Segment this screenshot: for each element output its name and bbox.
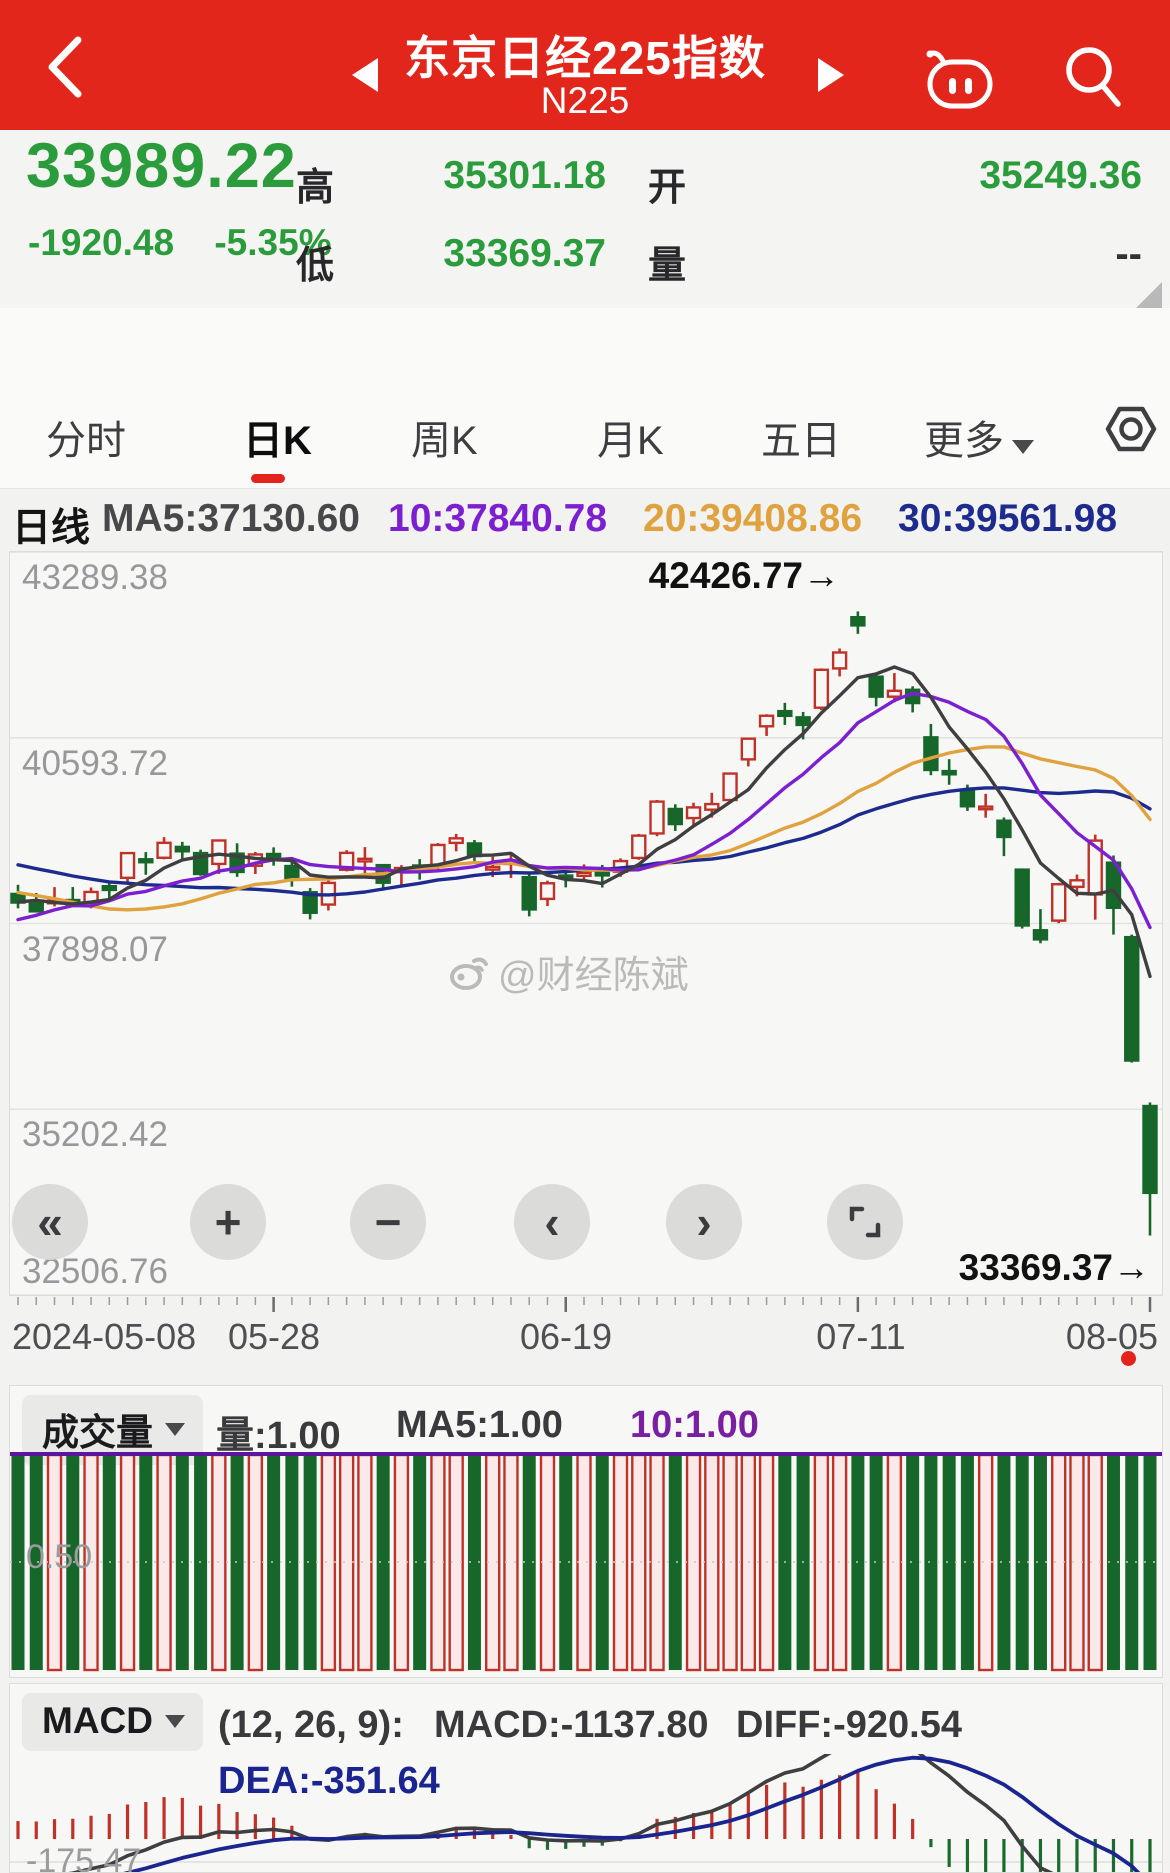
x-label-end: 08-05 bbox=[1065, 1316, 1158, 1357]
tab-monthly-k[interactable]: 月K bbox=[597, 419, 664, 463]
tab-daily-k[interactable]: 日K bbox=[243, 419, 312, 463]
pan-right-glyph: › bbox=[696, 1196, 712, 1248]
legend-ma20: 20:39408.86 bbox=[643, 497, 863, 540]
ai-robot-icon[interactable] bbox=[922, 48, 998, 110]
pan-left-glyph: ‹ bbox=[544, 1196, 560, 1248]
volume-panel: 成交量 量:1.00 MA5:1.00 10:1.00 0.50 bbox=[9, 1385, 1163, 1678]
low-value: 33369.37 bbox=[443, 232, 606, 275]
macd-dea-value: DEA:-351.64 bbox=[218, 1760, 440, 1802]
macd-chart[interactable] bbox=[10, 1754, 1162, 1873]
low-label: 低 bbox=[296, 245, 335, 287]
volume-chip-label: 成交量 bbox=[42, 1412, 153, 1453]
last-price: 33989.22 bbox=[26, 131, 297, 201]
volume-bars-layer bbox=[11, 1453, 1157, 1672]
change-percent: -5.35% bbox=[214, 222, 332, 263]
tab-fenshi[interactable]: 分时 bbox=[46, 419, 126, 463]
grid-lines bbox=[10, 552, 1162, 1295]
legend-ma10: 10:37840.78 bbox=[388, 497, 608, 540]
volume-ma10: 10:1.00 bbox=[630, 1404, 759, 1446]
legend-ma5: MA5:37130.60 bbox=[102, 497, 360, 540]
y-axis-label-3: 37898.07 bbox=[22, 930, 168, 969]
macd-value: MACD:-1137.80 bbox=[434, 1704, 709, 1746]
zoom-out-button[interactable]: − bbox=[350, 1184, 426, 1260]
chevron-down-icon bbox=[165, 1422, 185, 1436]
kline-panel: 43289.38 40593.72 37898.07 35202.42 3250… bbox=[9, 551, 1163, 1296]
macd-params: (12, 26, 9): bbox=[218, 1704, 404, 1746]
legend-period: 日线 bbox=[12, 507, 91, 550]
x-label-start: 2024-05-08 bbox=[12, 1316, 197, 1357]
change-value: -1920.48 bbox=[28, 222, 175, 263]
macd-indicator-selector[interactable]: MACD bbox=[22, 1693, 203, 1751]
chevron-down-icon bbox=[1012, 440, 1034, 454]
x-label-4: 07-11 bbox=[816, 1316, 906, 1357]
stock-code: N225 bbox=[540, 80, 630, 121]
open-value: 35249.36 bbox=[979, 154, 1142, 197]
price-change: -1920.48 -5.35% bbox=[28, 222, 332, 264]
ma-lines-layer bbox=[16, 665, 1152, 979]
tab-more[interactable]: 更多 bbox=[924, 408, 1034, 466]
watermark: @财经陈斌 bbox=[448, 944, 689, 999]
current-day-dot bbox=[1121, 1351, 1136, 1366]
x-label-3: 06-19 bbox=[519, 1316, 613, 1357]
next-stock-icon[interactable] bbox=[818, 58, 844, 92]
volume-label: 量 bbox=[648, 245, 687, 287]
pan-fast-left-glyph: « bbox=[37, 1196, 63, 1248]
macd-panel: MACD (12, 26, 9): MACD:-1137.80 DIFF:-92… bbox=[9, 1683, 1163, 1873]
legend-ma30: 30:39561.98 bbox=[898, 497, 1118, 540]
zoom-in-glyph: + bbox=[214, 1196, 242, 1248]
macd-diff-value: DIFF:-920.54 bbox=[736, 1704, 962, 1746]
x-axis-ticks bbox=[17, 1297, 1152, 1312]
highest-price-annotation: 42426.77→ bbox=[648, 555, 840, 596]
pan-right-button[interactable]: › bbox=[666, 1184, 742, 1260]
expand-corner-icon[interactable] bbox=[1136, 282, 1162, 308]
fullscreen-icon bbox=[849, 1206, 881, 1238]
active-tab-indicator bbox=[251, 474, 285, 483]
macd-grid-label: -175.47 bbox=[26, 1842, 142, 1873]
tab-five-day[interactable]: 五日 bbox=[761, 419, 841, 463]
tab-weekly-k[interactable]: 周K bbox=[411, 419, 478, 463]
open-label: 开 bbox=[648, 167, 687, 209]
period-tab-bar: 分时 日K 周K 月K 五日 更多 bbox=[0, 308, 1170, 489]
y-axis-label-4: 35202.42 bbox=[22, 1115, 168, 1154]
high-value: 35301.18 bbox=[443, 154, 606, 197]
pan-fast-left-button[interactable]: « bbox=[12, 1184, 88, 1260]
stock-title: 东京日经225指数 bbox=[404, 32, 766, 84]
weibo-icon bbox=[450, 957, 488, 990]
fullscreen-button[interactable] bbox=[827, 1184, 903, 1260]
high-label: 高 bbox=[296, 167, 335, 209]
candlestick-chart[interactable] bbox=[10, 552, 1162, 1295]
volume-value: -- bbox=[1115, 232, 1142, 276]
app-header: 东京日经225指数 N225 bbox=[0, 0, 1170, 130]
macd-chip-label: MACD bbox=[42, 1700, 153, 1741]
y-axis-label-2: 40593.72 bbox=[22, 744, 168, 783]
search-icon[interactable] bbox=[1062, 44, 1126, 112]
chart-settings-icon[interactable] bbox=[1104, 402, 1158, 456]
y-axis-label-1: 43289.38 bbox=[22, 558, 168, 597]
ma-legend: 日线 MA5:37130.60 10:37840.78 20:39408.86 … bbox=[0, 489, 1170, 551]
quote-panel: 33989.22 -1920.48 -5.35% 高 35301.18 开 35… bbox=[0, 130, 1170, 308]
lowest-price-annotation: 33369.37→ bbox=[958, 1247, 1150, 1288]
x-label-2: 05-28 bbox=[227, 1316, 321, 1357]
candles-layer bbox=[10, 611, 1158, 1236]
volume-current: 量:1.00 bbox=[216, 1415, 341, 1457]
back-icon[interactable] bbox=[44, 34, 88, 100]
pan-left-button[interactable]: ‹ bbox=[514, 1184, 590, 1260]
zoom-in-button[interactable]: + bbox=[190, 1184, 266, 1260]
tab-more-label: 更多 bbox=[924, 419, 1004, 463]
volume-mid-label: 0.50 bbox=[26, 1538, 93, 1576]
chevron-down-icon bbox=[164, 1714, 185, 1728]
zoom-out-glyph: − bbox=[374, 1196, 402, 1248]
volume-chart[interactable] bbox=[10, 1451, 1162, 1679]
prev-stock-icon[interactable] bbox=[352, 58, 378, 92]
watermark-text: @财经陈斌 bbox=[498, 955, 689, 997]
volume-ma5: MA5:1.00 bbox=[396, 1404, 563, 1446]
